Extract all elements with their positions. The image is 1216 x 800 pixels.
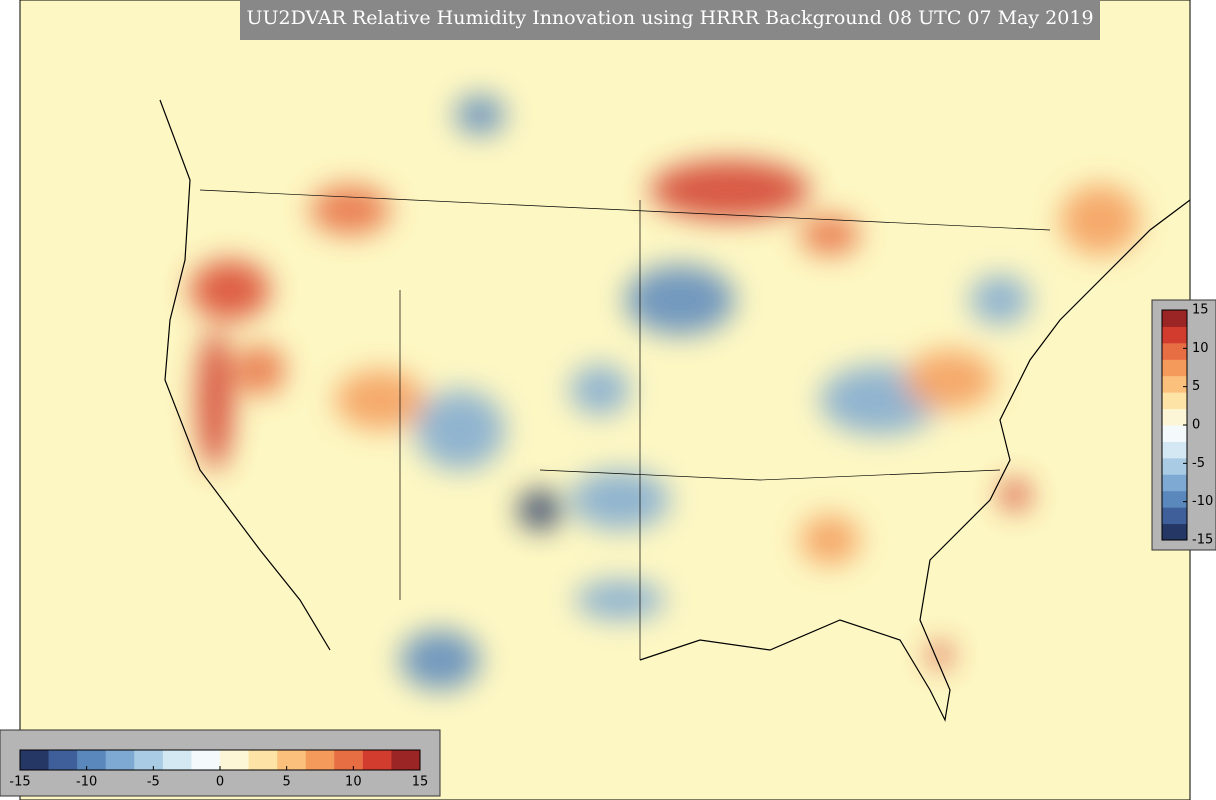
color-segment	[1162, 523, 1187, 541]
color-segment	[362, 750, 392, 770]
tick-label: 10	[1192, 341, 1209, 356]
tick-label: -10	[76, 775, 97, 790]
color-segment	[305, 750, 335, 770]
vertical-colorbar: -15 -10 -5 0 5 10 15	[1161, 303, 1213, 548]
color-segment	[1162, 342, 1187, 360]
color-segment	[1162, 441, 1187, 459]
color-segment	[220, 750, 250, 770]
color-segment	[48, 750, 78, 770]
color-segment	[191, 750, 221, 770]
tick-label: 15	[412, 775, 429, 790]
color-segment	[1162, 375, 1187, 393]
tick-label: -5	[147, 775, 160, 790]
color-segment	[77, 750, 107, 770]
tick-label: 15	[1192, 303, 1209, 318]
color-segment	[1162, 507, 1187, 525]
innovation-field	[190, 95, 1140, 690]
color-segment	[1162, 392, 1187, 410]
color-segment	[334, 750, 364, 770]
color-segment	[105, 750, 135, 770]
color-segment	[162, 750, 192, 770]
color-segment	[391, 750, 421, 770]
title-box	[240, 0, 1100, 40]
color-segment	[1162, 425, 1187, 442]
tick-label: 10	[345, 775, 362, 790]
map-title: UU2DVAR Relative Humidity Innovation usi…	[246, 7, 1093, 29]
color-segment	[134, 750, 164, 770]
coastlines	[159, 99, 1191, 722]
color-segment	[277, 750, 307, 770]
color-segment	[1162, 408, 1187, 426]
color-segment	[1162, 359, 1187, 377]
tick-label: 0	[216, 775, 224, 790]
tick-label: -10	[1192, 494, 1213, 509]
color-segment	[1162, 490, 1187, 508]
tick-label: 0	[1192, 418, 1200, 433]
color-segment	[20, 750, 50, 770]
tick-label: 5	[283, 775, 291, 790]
tick-label: -15	[9, 775, 30, 790]
color-segment	[1162, 326, 1187, 344]
color-segment	[1162, 310, 1187, 327]
tick-label: -15	[1192, 533, 1213, 548]
color-segment	[1162, 474, 1187, 492]
horizontal-colorbar: -15 -10 -5 0 5 10 15	[9, 749, 429, 790]
color-segment	[1162, 457, 1187, 475]
color-segment	[248, 750, 278, 770]
tick-label: -5	[1192, 456, 1205, 471]
tick-label: 5	[1192, 379, 1200, 394]
